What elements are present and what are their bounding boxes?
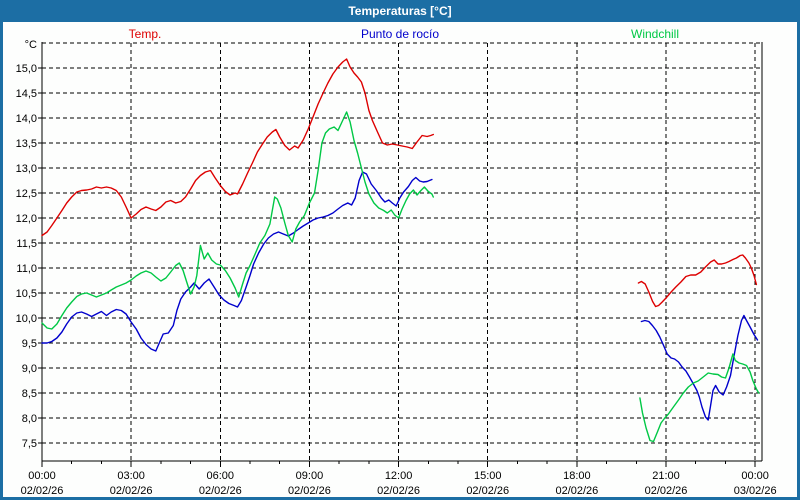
y-tick-label: 9,5	[22, 338, 37, 350]
x-tick-time-label: 15:00	[474, 470, 502, 482]
x-tick-date-label: 02/02/26	[199, 485, 242, 497]
x-tick-date-label: 03/02/26	[734, 485, 777, 497]
y-tick-label: 8,0	[22, 413, 37, 425]
x-tick-date-label: 02/02/26	[555, 485, 598, 497]
x-tick-time-label: 00:00	[28, 470, 56, 482]
legend-item-dewpoint: Punto de rocío	[360, 27, 440, 41]
chart-legend: Temp. Punto de rocío Windchill	[0, 0, 800, 44]
x-tick-time-label: 21:00	[652, 470, 680, 482]
legend-item-windchill: Windchill	[630, 27, 680, 41]
window-border-left	[0, 22, 3, 500]
window-border-bottom	[0, 497, 800, 500]
y-tick-label: 10,5	[16, 288, 37, 300]
window-title: Temperaturas [°C]	[0, 0, 800, 22]
y-tick-label: 12,5	[16, 188, 37, 200]
y-tick-label: 12,0	[16, 213, 37, 225]
x-tick-date-label: 02/02/26	[110, 485, 153, 497]
x-tick-time-label: 00:00	[741, 470, 769, 482]
x-tick-time-label: 18:00	[563, 470, 591, 482]
legend-item-temp: Temp.	[128, 27, 162, 41]
x-tick-time-label: 09:00	[296, 470, 324, 482]
window-border-right	[797, 22, 800, 500]
x-tick-date-label: 02/02/26	[288, 485, 331, 497]
y-tick-label: 13,0	[16, 163, 37, 175]
temp-line	[41, 58, 434, 237]
x-tick-time-label: 06:00	[207, 470, 235, 482]
dewpoint-line	[41, 171, 433, 352]
x-tick-date-label: 02/02/26	[377, 485, 420, 497]
x-tick-time-label: 03:00	[117, 470, 145, 482]
y-tick-label: 13,5	[16, 138, 37, 150]
y-axis-unit-label: °C	[25, 39, 37, 51]
x-tick-date-label: 02/02/26	[645, 485, 688, 497]
y-tick-label: 7,5	[22, 438, 37, 450]
dewpoint-line	[640, 314, 759, 421]
y-tick-label: 10,0	[16, 313, 37, 325]
windchill-line	[639, 353, 760, 443]
x-tick-time-label: 12:00	[385, 470, 413, 482]
y-tick-label: 9,0	[22, 363, 37, 375]
x-tick-date-label: 02/02/26	[466, 485, 509, 497]
x-tick-date-label: 02/02/26	[21, 485, 64, 497]
y-tick-label: 15,0	[16, 63, 37, 75]
windchill-line	[41, 111, 434, 330]
y-tick-label: 14,0	[16, 113, 37, 125]
y-tick-label: 11,0	[16, 263, 37, 275]
temp-line	[637, 254, 758, 308]
y-tick-label: 11,5	[16, 238, 37, 250]
y-tick-label: 8,5	[22, 388, 37, 400]
y-tick-label: 14,5	[16, 88, 37, 100]
